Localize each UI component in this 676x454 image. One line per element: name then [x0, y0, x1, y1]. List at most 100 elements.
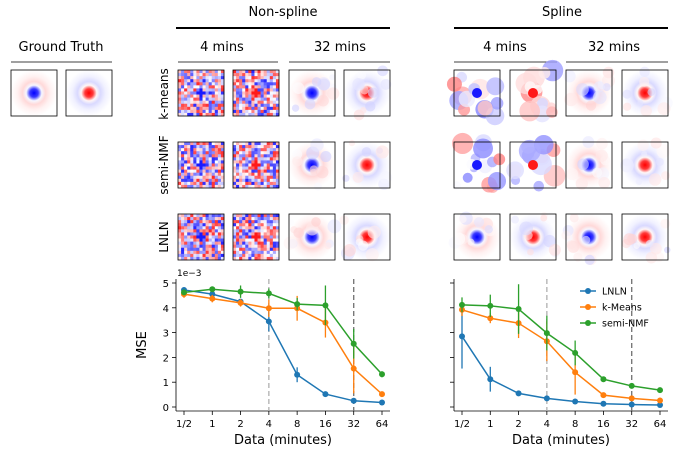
x-tick-label: 1 [209, 419, 215, 430]
non-spline-32min-label: 32 mins [314, 40, 366, 55]
point-lnln [265, 318, 272, 325]
point-lnln [350, 397, 357, 404]
point-k-means [572, 369, 579, 376]
legend-marker-lnln [585, 288, 591, 294]
point-lnln [600, 400, 607, 407]
x-tick-label: 32 [347, 419, 360, 430]
non-spline-title: Non-spline [248, 5, 317, 20]
point-k-means [350, 365, 357, 372]
point-semi-nmf [322, 302, 329, 309]
y-tick-label: 4 [163, 304, 169, 315]
x-tick-label: 4 [266, 419, 272, 430]
point-semi-nmf [487, 302, 494, 309]
spline-semi-nmf-filter-2 [506, 135, 566, 192]
x-tick-label: 1/2 [176, 419, 192, 430]
point-semi-nmf [181, 289, 187, 296]
x-tick-label: 16 [597, 419, 610, 430]
point-semi-nmf [543, 330, 550, 337]
point-k-means [600, 392, 607, 399]
point-lnln [543, 395, 550, 402]
series-line-lnln [461, 335, 661, 406]
point-lnln [379, 399, 385, 406]
non-spline-k-means-filter-2 [232, 69, 280, 117]
x-tick-label: 2 [515, 419, 521, 430]
point-semi-nmf [294, 301, 301, 308]
x-tick-label: 64 [654, 419, 667, 430]
spline-k-means-filter-1 [446, 69, 505, 126]
series-line-k-means [461, 309, 661, 402]
spline-semi-nmf-filter-1 [452, 132, 507, 193]
ground-truth-filter-2 [65, 69, 113, 117]
non-spline-lnln-filter-2 [232, 213, 280, 261]
point-lnln [209, 291, 216, 298]
non-spline-lnln-filter-4 [339, 213, 391, 262]
spline-semi-nmf-filter-3 [565, 136, 613, 190]
y-scale-label: 1e−3 [177, 269, 202, 279]
point-k-means [209, 295, 216, 302]
spline-semi-nmf-filter-4 [620, 137, 671, 189]
series-line-semi-nmf [183, 288, 383, 375]
point-semi-nmf [459, 301, 465, 308]
spline-lnln-filter-3 [561, 213, 613, 266]
x-tick-label: 8 [294, 419, 300, 430]
x-tick-label: 64 [376, 419, 389, 430]
point-semi-nmf [237, 288, 244, 295]
x-tick-label: 32 [625, 419, 638, 430]
point-semi-nmf [628, 382, 635, 389]
y-tick-label: 1 [163, 378, 169, 389]
spline-k-means-filter-3 [563, 66, 616, 117]
point-lnln [459, 333, 465, 340]
point-semi-nmf [600, 376, 607, 383]
non-spline-lnln-filter-3 [283, 213, 342, 261]
spline-lnln-filter-1 [448, 211, 501, 261]
x-tick-label: 16 [319, 419, 332, 430]
spline-title: Spline [542, 5, 582, 20]
point-semi-nmf [265, 290, 272, 297]
series-line-semi-nmf [461, 304, 661, 391]
x-axis-label: Data (minutes) [512, 433, 610, 448]
spline-lnln-filter-2 [509, 211, 561, 261]
non-spline-semi-nmf-filter-1 [177, 141, 225, 189]
x-tick-label: 4 [544, 419, 550, 430]
point-semi-nmf [350, 340, 357, 347]
row-label-seminmf: semi-NMF [157, 135, 171, 194]
point-semi-nmf [209, 286, 216, 293]
series-line-lnln [183, 289, 383, 404]
non-spline-k-means-filter-3 [288, 69, 340, 117]
non-spline-k-means-filter-4 [343, 65, 392, 121]
y-tick-label: 0 [163, 403, 169, 414]
legend-label-lnln: LNLN [602, 287, 627, 298]
legend-marker-k-means [585, 304, 591, 310]
non-spline-semi-nmf-filter-3 [288, 138, 336, 191]
spline-32min-label: 32 mins [588, 40, 640, 55]
non-spline-4min-label: 4 mins [200, 40, 244, 55]
point-lnln [628, 401, 635, 408]
y-tick-label: 2 [163, 353, 169, 364]
non-spline-semi-nmf-filter-2 [232, 141, 280, 189]
point-k-means [657, 397, 663, 404]
point-semi-nmf [379, 371, 385, 378]
non-spline-k-means-filter-1 [177, 69, 225, 117]
point-semi-nmf [515, 306, 522, 313]
spline-k-means-filter-2 [509, 59, 564, 123]
non-spline-semi-nmf-filter-4 [342, 139, 393, 190]
non-spline-lnln-filter-1 [177, 213, 225, 261]
y-tick-label: 3 [163, 329, 169, 340]
legend-label-semi-nmf: semi-NMF [602, 319, 649, 330]
point-k-means [379, 391, 385, 398]
point-lnln [322, 391, 329, 398]
x-tick-label: 2 [237, 419, 243, 430]
point-lnln [572, 398, 579, 405]
point-lnln [515, 390, 522, 397]
x-tick-label: 8 [572, 419, 578, 430]
x-tick-label: 1/2 [454, 419, 470, 430]
filter-panels [10, 59, 673, 266]
chart-spline: 1/2 1 2 4 8 16 32 64 Data (minutes) LNLN k-Means se… [450, 279, 668, 448]
point-lnln [487, 376, 494, 383]
spline-4min-label: 4 mins [483, 40, 527, 55]
row-label-kmeans: k-means [157, 68, 171, 120]
point-k-means [487, 315, 494, 322]
spline-k-means-filter-4 [621, 66, 673, 117]
point-k-means [265, 305, 272, 312]
